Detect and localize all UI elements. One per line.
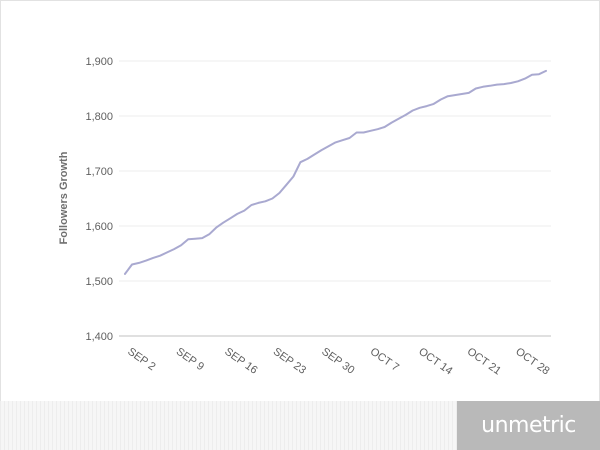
footer-bar: unmetric — [0, 401, 600, 450]
x-tick-label: SEP 2 — [125, 346, 157, 374]
y-tick-label: 1,700 — [85, 166, 113, 178]
x-tick-label: SEP 9 — [174, 346, 206, 374]
y-axis-label: Followers Growth — [58, 151, 70, 244]
x-tick-label: SEP 23 — [271, 346, 308, 377]
y-tick-label: 1,400 — [85, 331, 113, 343]
y-tick-label: 1,500 — [85, 276, 113, 288]
y-axis-ticks: 1,400 1,500 1,600 1,700 1,800 1,900 — [85, 56, 113, 343]
x-tick-label: SEP 16 — [222, 346, 259, 377]
brand-wordmark: unmetric — [481, 413, 576, 438]
series-group — [124, 69, 547, 275]
y-tick-label: 1,900 — [85, 56, 113, 68]
x-tick-label: OCT 21 — [465, 346, 503, 378]
y-tick-label: 1,800 — [85, 111, 113, 123]
chart-card: 1,400 1,500 1,600 1,700 1,800 1,900 SEP 2 SEP … — [0, 0, 600, 401]
x-tick-label: OCT 28 — [513, 346, 551, 378]
series-line — [124, 69, 547, 275]
footer-pattern — [0, 401, 457, 450]
x-axis-ticks: SEP 2 SEP 9 SEP 16 SEP 23 SEP 30 OCT 7 OCT 14 O… — [125, 346, 551, 378]
y-tick-label: 1,600 — [85, 221, 113, 233]
x-tick-label: SEP 30 — [319, 346, 356, 377]
grid-lines — [119, 60, 551, 337]
x-tick-label: OCT 14 — [416, 346, 454, 378]
x-tick-label: OCT 7 — [368, 346, 401, 374]
brand-logo: unmetric — [457, 401, 600, 450]
